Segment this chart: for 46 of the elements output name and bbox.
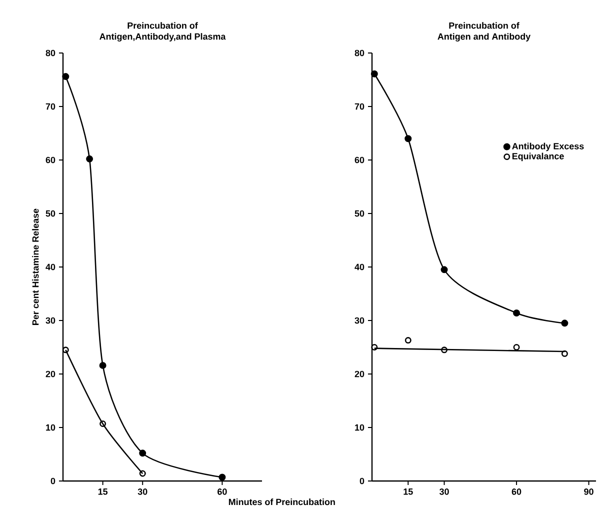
point (99, 362, 106, 369)
point (404, 135, 412, 142)
y-tick-label: 60 (354, 156, 364, 164)
y-tick-label: 10 (46, 424, 56, 431)
x-tick-label: 15 (98, 488, 108, 495)
y-tick-label: 20 (354, 370, 364, 378)
point (561, 320, 568, 327)
legend-label: Equivalance (512, 152, 564, 162)
point (441, 346, 448, 354)
y-tick-label: 80 (354, 50, 364, 56)
chart-title: Preincubation of Antigen and Antibody (438, 22, 531, 42)
legend-label: Antibody Excess (512, 142, 584, 152)
x-axis-title: Minutes of Preincubation (228, 498, 335, 506)
point (404, 337, 412, 344)
point (100, 420, 106, 428)
point (440, 266, 448, 274)
y-tick-label: 20 (46, 370, 56, 378)
point (86, 155, 94, 162)
y-tick-label: 40 (354, 264, 364, 270)
y-tick-label: 60 (46, 156, 56, 164)
x-tick-label: 60 (218, 488, 227, 495)
x-tick-label: 60 (512, 488, 522, 495)
x-tick-label: 15 (404, 488, 413, 495)
point (513, 310, 520, 317)
y-tick-label: 30 (46, 317, 56, 324)
y-tick-label: 30 (354, 317, 364, 324)
y-tick-label: 80 (46, 50, 56, 56)
point (370, 70, 378, 78)
point (513, 344, 520, 350)
x-tick-label: 30 (138, 488, 148, 495)
y-tick-label: 50 (354, 210, 364, 217)
point (218, 474, 226, 481)
y-tick-label: 10 (355, 424, 364, 431)
y-tick-label: 50 (46, 210, 56, 217)
y-tick-label: 40 (46, 264, 56, 270)
y-tick-label: 0 (50, 478, 56, 484)
chart-title: Preincubation of Antigen,Antibody,and Plasma (100, 22, 226, 42)
x-tick-label: 90 (584, 488, 594, 495)
y-tick-label: 70 (46, 103, 56, 110)
point (561, 350, 568, 357)
y-tick-label: 0 (360, 478, 364, 484)
point (62, 73, 70, 80)
y-axis-title: Per cent Histamine Release (32, 208, 39, 325)
point (139, 450, 146, 457)
y-tick-label: 70 (354, 103, 364, 110)
x-tick-label: 30 (439, 488, 449, 495)
